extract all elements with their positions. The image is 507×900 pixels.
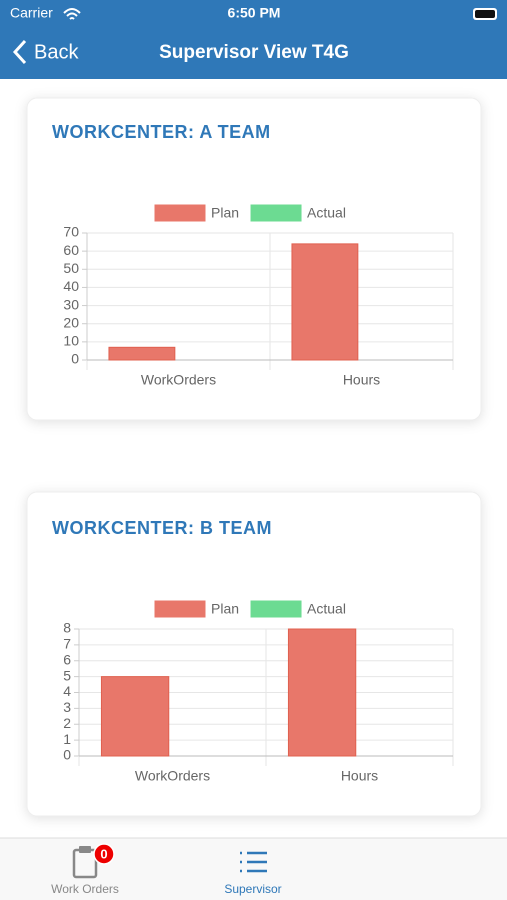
y-tick-label: 3 <box>63 699 71 715</box>
y-tick-label: 7 <box>63 636 71 652</box>
y-tick-label: 10 <box>63 333 79 349</box>
list-icon[interactable] <box>240 851 267 873</box>
bar <box>291 243 359 361</box>
x-tick-label: Hours <box>343 372 380 388</box>
y-tick-label: 70 <box>63 224 79 240</box>
header-bar <box>0 0 507 79</box>
tab-supervisor[interactable]: Supervisor <box>224 851 282 896</box>
chart-title: WORKCENTER: A TEAM <box>52 122 271 142</box>
y-tick-label: 2 <box>63 715 71 731</box>
x-tick-label: Hours <box>341 768 378 784</box>
y-tick-label: 1 <box>63 731 71 747</box>
x-tick-label: WorkOrders <box>135 768 210 784</box>
wifi-icon <box>63 8 81 20</box>
bar <box>287 628 357 757</box>
y-tick-label: 50 <box>63 260 79 276</box>
y-tick-label: 8 <box>63 620 71 636</box>
y-tick-label: 20 <box>63 314 79 330</box>
y-tick-label: 30 <box>63 296 79 312</box>
legend-label: Actual <box>307 601 346 617</box>
carrier: Carrier <box>10 5 53 21</box>
badge[interactable] <box>93 843 115 865</box>
y-tick-label: 40 <box>63 278 79 294</box>
legend-label: Actual <box>307 205 346 221</box>
tab-label[interactable]: Work Orders <box>51 882 119 896</box>
y-tick-label: 6 <box>63 651 71 667</box>
legend-label: Plan <box>211 601 239 617</box>
clock: 6:50 PM <box>228 5 281 21</box>
badge-count[interactable]: 0 <box>100 846 107 861</box>
y-tick-label: 4 <box>63 683 71 699</box>
legend-swatch <box>154 204 206 222</box>
legend-swatch <box>250 204 302 222</box>
y-tick-label: 60 <box>63 242 79 258</box>
chart-title: WORKCENTER: B TEAM <box>52 518 272 538</box>
y-tick-label: 5 <box>63 667 71 683</box>
battery-level <box>475 10 495 18</box>
clipboard-clip[interactable] <box>79 846 91 853</box>
card <box>26 491 482 817</box>
tab-label[interactable]: Supervisor <box>224 882 281 896</box>
y-tick-label: 0 <box>63 747 71 763</box>
nav-title: Supervisor View T4G <box>159 42 349 63</box>
legend-swatch <box>154 600 206 618</box>
bar <box>100 676 170 757</box>
back-label[interactable]: Back <box>34 41 79 63</box>
back-button[interactable]: Back <box>12 39 79 65</box>
legend-label: Plan <box>211 205 239 221</box>
back-chevron[interactable] <box>12 39 27 65</box>
tab-work-orders[interactable]: 0 Work Orders <box>51 843 119 896</box>
legend-swatch <box>250 600 302 618</box>
x-tick-label: WorkOrders <box>141 372 216 388</box>
y-tick-label: 0 <box>71 351 79 367</box>
bar <box>108 346 176 361</box>
card <box>26 97 482 421</box>
